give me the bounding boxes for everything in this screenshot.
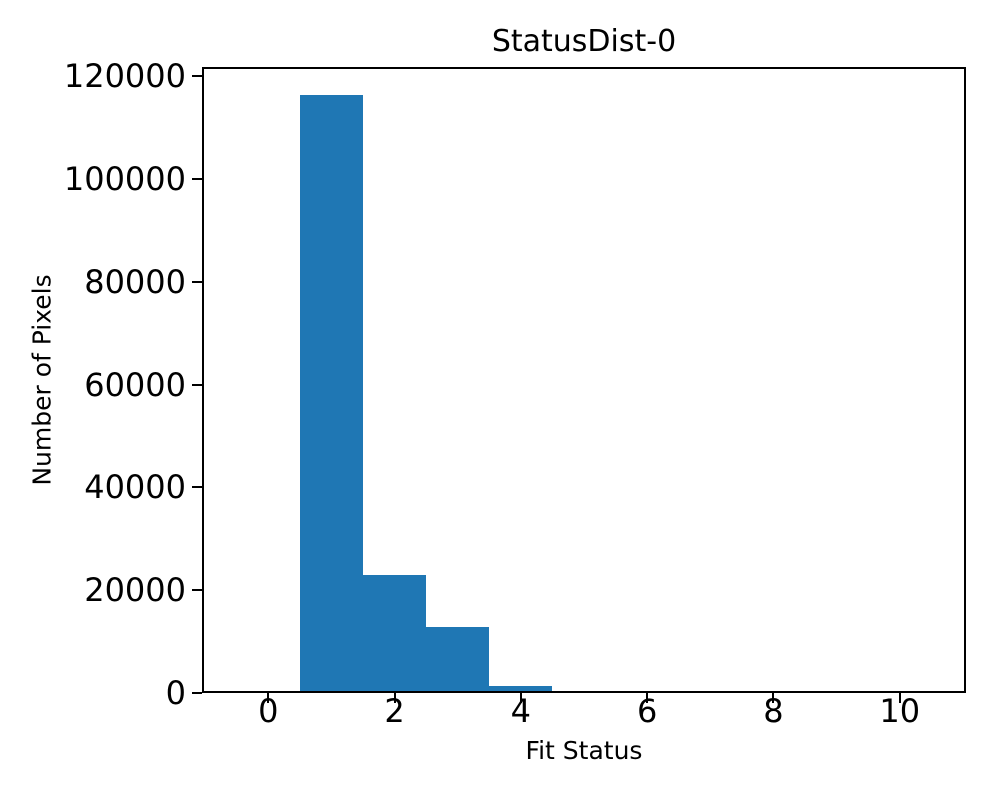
- histogram-bar: [363, 575, 427, 691]
- x-tick-label: 10: [879, 692, 921, 730]
- x-tick-label: 0: [258, 692, 279, 730]
- chart-title: StatusDist-0: [491, 24, 677, 59]
- x-tick-mark: [898, 693, 901, 703]
- x-tick-mark: [519, 693, 522, 703]
- histogram-bar: [299, 94, 363, 691]
- y-tick-label: 40000: [84, 468, 186, 507]
- y-axis-label: Number of Pixels: [27, 274, 57, 486]
- x-tick-label: 2: [384, 692, 405, 730]
- histogram-bar: [426, 627, 490, 691]
- y-tick-mark: [192, 280, 202, 283]
- x-tick-mark: [772, 693, 775, 703]
- x-tick-mark: [393, 693, 396, 703]
- y-tick-mark: [192, 692, 202, 694]
- x-tick-mark: [646, 693, 649, 703]
- y-tick-label: 0: [165, 674, 186, 712]
- y-tick-label: 60000: [84, 365, 186, 404]
- x-tick-label: 6: [636, 692, 658, 730]
- y-tick-mark: [192, 486, 202, 489]
- x-tick-label: 4: [510, 692, 532, 730]
- histogram-bar: [489, 685, 553, 691]
- plot-area: [202, 67, 966, 693]
- y-tick-label: 100000: [63, 160, 186, 199]
- y-tick-mark: [192, 178, 202, 181]
- x-tick-mark: [267, 693, 270, 703]
- x-axis-label: Fit Status: [525, 736, 643, 765]
- y-tick-mark: [192, 589, 202, 592]
- y-tick-label: 20000: [84, 571, 186, 610]
- y-tick-mark: [192, 75, 202, 78]
- y-tick-mark: [192, 383, 202, 386]
- y-tick-label: 80000: [84, 262, 186, 301]
- y-tick-label: 120000: [63, 57, 186, 96]
- x-tick-label: 8: [763, 692, 784, 730]
